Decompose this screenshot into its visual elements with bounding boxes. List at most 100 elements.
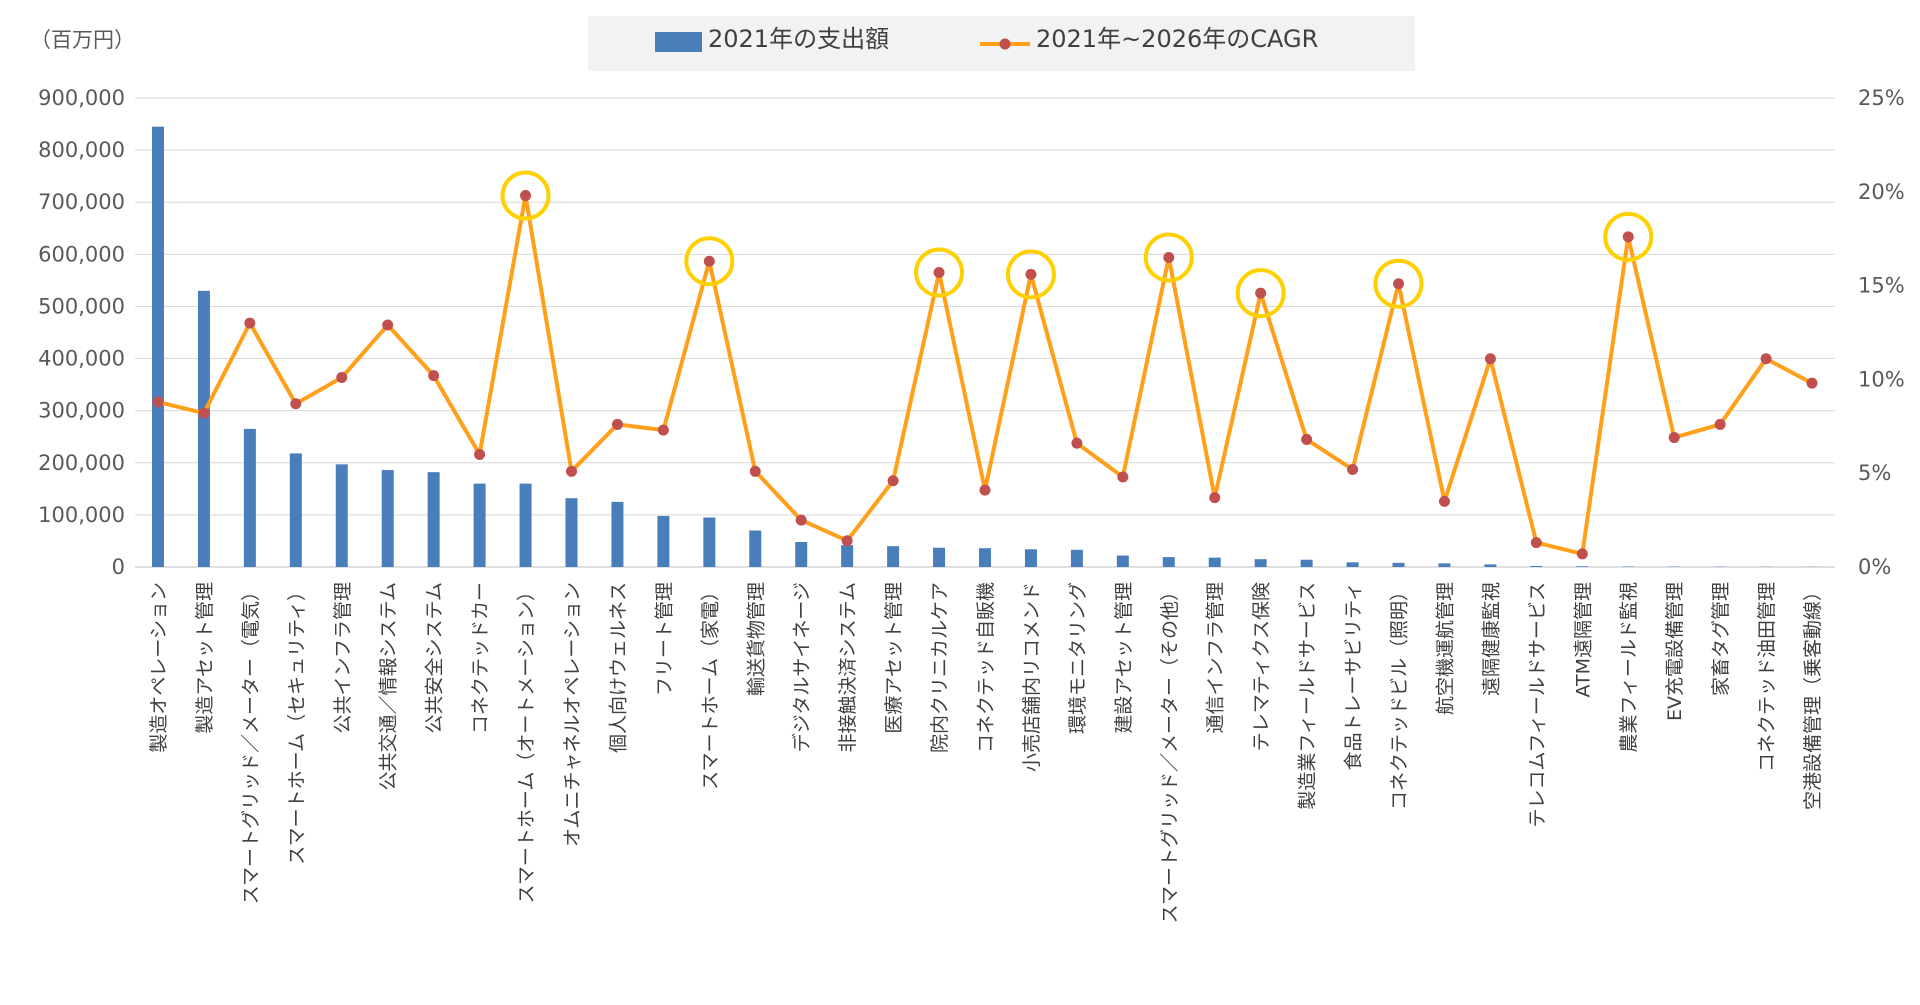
cagr-point [841, 535, 853, 547]
cagr-point [1622, 231, 1634, 243]
cagr-point [1255, 287, 1267, 299]
category-label: ATM遠隔管理 [1572, 582, 1594, 698]
right-tick-label: 10% [1858, 367, 1905, 391]
left-tick-label: 400,000 [38, 347, 125, 371]
cagr-point [795, 514, 807, 526]
category-label: 食品トレーサビリティ [1343, 582, 1365, 770]
legend: 2021年の支出額 2021年~2026年のCAGR [588, 16, 1415, 71]
cagr-point [1163, 251, 1175, 263]
cagr-point [1438, 495, 1450, 507]
cagr-point [520, 190, 532, 202]
bar [335, 464, 348, 567]
cagr-point [1806, 377, 1818, 389]
highlight-circle [500, 170, 551, 221]
category-label: 製造業フィールドサービス [1297, 582, 1319, 810]
bar [565, 498, 578, 567]
cagr-point [703, 255, 715, 267]
category-label: 公共インフラ管理 [332, 582, 354, 733]
cagr-point [428, 370, 440, 382]
highlight-circles [500, 170, 1654, 319]
category-label: コネクテッドカー [470, 582, 492, 734]
bar [1530, 565, 1543, 567]
highlight-circle [1373, 258, 1424, 309]
bar [519, 483, 532, 567]
cagr-point [1301, 433, 1313, 445]
category-label: 輸送貨物管理 [745, 582, 767, 696]
category-label: オムニチャネルオペレーション [561, 582, 583, 847]
category-label: 医療アセット管理 [883, 582, 905, 734]
category-label: 公共安全システム [424, 582, 446, 733]
highlight-circle [914, 247, 965, 298]
cagr-point [979, 484, 991, 496]
category-label: 院内クリニカルケア [929, 582, 951, 753]
category-label: 小売店舗内リコメンド [1021, 582, 1043, 772]
bar [1622, 566, 1635, 567]
category-label: 空港設備管理（乗客動線） [1802, 582, 1824, 810]
category-label: 非接触決済システム [837, 582, 859, 752]
cagr-point [1714, 418, 1726, 430]
right-axis: 0% 5% 10% 15% 20% 25% [1858, 86, 1905, 579]
bar [1070, 549, 1083, 567]
bar [1254, 559, 1267, 567]
y-axis-unit-label: （百万円） [30, 28, 135, 52]
right-tick-label: 20% [1858, 180, 1905, 204]
bar [703, 517, 716, 567]
right-tick-label: 25% [1858, 86, 1905, 110]
left-tick-label: 100,000 [38, 503, 125, 527]
category-label: フリート管理 [653, 582, 675, 696]
category-label: テレコムフィールドサービス [1526, 582, 1548, 827]
category-label: 家畜タグ管理 [1710, 582, 1732, 696]
bar [243, 428, 256, 567]
legend-line-marker [999, 38, 1011, 50]
category-label: コネクテッド自販機 [975, 582, 997, 753]
left-tick-label: 0 [112, 555, 125, 579]
category-label: コネクテッドビル（照明） [1389, 582, 1411, 810]
category-label: デジタルサイネージ [791, 582, 813, 752]
bar [611, 501, 624, 567]
category-label: 遠隔健康監視 [1480, 582, 1502, 696]
cagr-point [1025, 268, 1037, 280]
legend-bar-label: 2021年の支出額 [708, 25, 889, 53]
cagr-point [152, 396, 164, 408]
legend-line-label: 2021年~2026年のCAGR [1036, 25, 1318, 53]
left-axis: 0 100,000 200,000 300,000 400,000 500,000 600,… [38, 86, 125, 579]
bar [1300, 559, 1313, 567]
bar [1162, 557, 1175, 567]
category-label: 通信インフラ管理 [1205, 582, 1227, 733]
cagr-point [887, 475, 899, 487]
left-tick-label: 700,000 [38, 190, 125, 214]
bar [1484, 564, 1497, 567]
category-label: スマートグリッド／メーター（その他） [1159, 582, 1181, 923]
right-tick-label: 5% [1858, 461, 1891, 485]
left-tick-label: 200,000 [38, 451, 125, 475]
bar [1024, 549, 1037, 567]
bar [1116, 555, 1129, 567]
category-label: スマートグリッド／メーター（電気） [240, 582, 262, 904]
bar [1392, 562, 1405, 567]
category-label: 個人向けウェルネス [607, 582, 629, 753]
category-label: 製造アセット管理 [194, 582, 216, 734]
cagr-line [157, 193, 1813, 556]
right-tick-label: 15% [1858, 274, 1905, 298]
category-label: EV充電設備管理 [1664, 582, 1686, 721]
bar [473, 483, 486, 567]
bar [795, 541, 808, 567]
highlight-circle [1235, 268, 1286, 319]
left-tick-label: 500,000 [38, 294, 125, 318]
category-label: コネクテッド油田管理 [1756, 582, 1778, 772]
cagr-markers [152, 190, 1818, 560]
bar-series [151, 126, 1819, 568]
category-label: 製造オペレーション [148, 582, 170, 753]
category-label: テレマティクス保険 [1251, 582, 1273, 751]
category-label: 環境モニタリング [1067, 582, 1089, 734]
category-label: スマートホーム（オートメーション） [516, 582, 538, 903]
bar [1208, 557, 1221, 567]
cagr-point [1347, 463, 1359, 475]
cagr-point [1117, 471, 1129, 483]
legend-bar-swatch [655, 32, 702, 52]
category-label: スマートホーム（家電） [699, 582, 721, 790]
left-tick-label: 800,000 [38, 138, 125, 162]
cagr-point [1530, 537, 1542, 549]
